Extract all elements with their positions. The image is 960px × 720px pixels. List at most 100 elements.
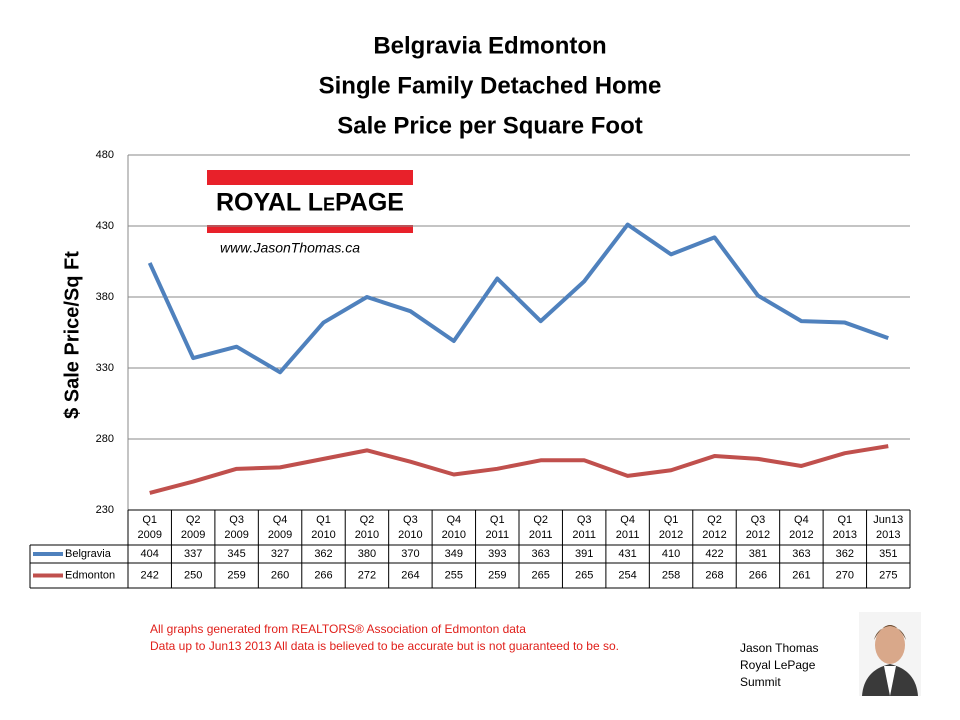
x-tick-label: Q1 xyxy=(664,514,679,526)
y-tick-label: 330 xyxy=(96,362,114,374)
x-tick-label: Q3 xyxy=(577,514,592,526)
table-value: 259 xyxy=(227,569,245,581)
footnote: Data up to Jun13 2013 All data is believ… xyxy=(150,639,619,653)
x-tick-label: 2011 xyxy=(572,529,596,541)
table-value: 255 xyxy=(445,569,463,581)
table-value: 266 xyxy=(314,569,332,581)
x-tick-label: 2013 xyxy=(833,529,857,541)
series-line xyxy=(149,444,889,495)
x-tick-label: 2012 xyxy=(746,529,770,541)
table-value: 258 xyxy=(662,569,680,581)
x-tick-label: 2013 xyxy=(876,529,900,541)
chart-subtitle: Sale Price per Square Foot xyxy=(337,112,642,139)
logo-website: www.JasonThomas.ca xyxy=(220,240,360,256)
chart-title: Belgravia Edmonton xyxy=(373,32,606,59)
table-value: 363 xyxy=(792,548,810,560)
table-value: 270 xyxy=(836,569,854,581)
table-value: 254 xyxy=(618,569,636,581)
x-tick-label: 2011 xyxy=(485,529,509,541)
x-tick-label: Q3 xyxy=(751,514,766,526)
y-tick-label: 380 xyxy=(96,291,114,303)
table-value: 404 xyxy=(141,548,159,560)
x-tick-label: Q3 xyxy=(229,514,244,526)
table-value: 265 xyxy=(532,569,550,581)
x-tick-label: 2010 xyxy=(355,529,379,541)
table-value: 370 xyxy=(401,548,419,560)
x-tick-label: Q1 xyxy=(490,514,505,526)
chart-subtitle: Single Family Detached Home xyxy=(319,72,662,99)
x-tick-label: Q2 xyxy=(707,514,722,526)
table-value: 363 xyxy=(532,548,550,560)
x-tick-label: Q1 xyxy=(837,514,852,526)
logo-bar xyxy=(207,170,413,185)
x-tick-label: 2009 xyxy=(268,529,292,541)
legend-label: Edmonton xyxy=(65,569,115,581)
x-tick-label: 2009 xyxy=(137,529,161,541)
table-value: 272 xyxy=(358,569,376,581)
table-value: 266 xyxy=(749,569,767,581)
signature: Jason Thomas xyxy=(740,641,819,655)
logo-brand: ROYAL LePAGE xyxy=(216,189,404,217)
photo-face xyxy=(875,626,905,664)
logo: ROYAL LePAGE www.JasonThomas.ca xyxy=(207,170,413,256)
x-tick-label: Q1 xyxy=(316,514,331,526)
table-value: 250 xyxy=(184,569,202,581)
signature: Royal LePage xyxy=(740,658,816,672)
x-tick-label: 2011 xyxy=(529,529,553,541)
table-value: 260 xyxy=(271,569,289,581)
table-value: 264 xyxy=(401,569,419,581)
y-axis-label: $ Sale Price/Sq Ft xyxy=(61,251,83,419)
x-tick-label: Q2 xyxy=(360,514,375,526)
table-value: 265 xyxy=(575,569,593,581)
table-value: 362 xyxy=(314,548,332,560)
y-tick-label: 480 xyxy=(96,149,114,161)
x-tick-label: Q3 xyxy=(403,514,418,526)
x-tick-label: 2012 xyxy=(659,529,683,541)
table-value: 410 xyxy=(662,548,680,560)
y-tick-label: 430 xyxy=(96,220,114,232)
series-line xyxy=(147,222,889,375)
table-value: 327 xyxy=(271,548,289,560)
x-tick-label: Q1 xyxy=(142,514,157,526)
x-tick-label: 2012 xyxy=(789,529,813,541)
logo-bar xyxy=(207,225,413,233)
table-value: 351 xyxy=(879,548,897,560)
table-value: 337 xyxy=(184,548,202,560)
x-tick-label: 2010 xyxy=(398,529,422,541)
legend-label: Belgravia xyxy=(65,548,112,560)
table-value: 268 xyxy=(705,569,723,581)
x-tick-label: Q4 xyxy=(794,514,809,526)
x-tick-label: Q4 xyxy=(620,514,635,526)
photo xyxy=(859,612,921,696)
x-tick-label: 2009 xyxy=(181,529,205,541)
table-value: 422 xyxy=(705,548,723,560)
y-tick-label: 280 xyxy=(96,433,114,445)
signature: Summit xyxy=(740,675,781,689)
x-tick-label: 2010 xyxy=(442,529,466,541)
table-value: 259 xyxy=(488,569,506,581)
x-tick-label: 2011 xyxy=(616,529,640,541)
x-tick-label: Q2 xyxy=(186,514,201,526)
table-value: 431 xyxy=(618,548,636,560)
x-tick-label: 2012 xyxy=(702,529,726,541)
photo-hair xyxy=(874,625,906,640)
x-tick-label: 2009 xyxy=(224,529,248,541)
x-tick-label: Q2 xyxy=(533,514,548,526)
table-value: 349 xyxy=(445,548,463,560)
table-value: 275 xyxy=(879,569,897,581)
table-value: 242 xyxy=(141,569,159,581)
table-value: 380 xyxy=(358,548,376,560)
footnote: All graphs generated from REALTORS® Asso… xyxy=(150,622,526,636)
table-value: 381 xyxy=(749,548,767,560)
table-value: 391 xyxy=(575,548,593,560)
table-value: 261 xyxy=(792,569,810,581)
x-tick-label: Jun13 xyxy=(873,514,903,526)
x-tick-label: 2010 xyxy=(311,529,335,541)
table-value: 345 xyxy=(227,548,245,560)
x-tick-label: Q4 xyxy=(446,514,461,526)
y-tick-label: 230 xyxy=(96,504,114,516)
table-value: 362 xyxy=(836,548,854,560)
table-value: 393 xyxy=(488,548,506,560)
x-tick-label: Q4 xyxy=(273,514,288,526)
